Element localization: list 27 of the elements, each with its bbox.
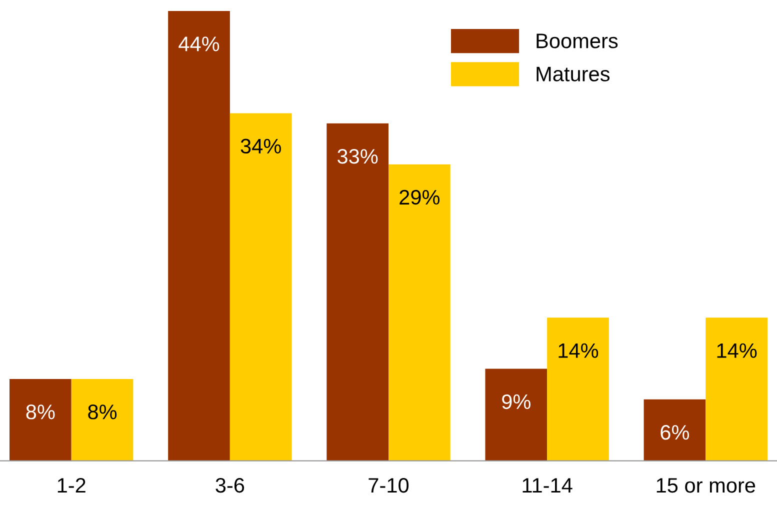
data-label: 6% bbox=[660, 425, 690, 440]
data-label: 33% bbox=[338, 149, 378, 164]
bar bbox=[706, 318, 768, 461]
bar bbox=[230, 113, 292, 461]
bar bbox=[71, 378, 134, 461]
x-tick-label: 7-10 bbox=[368, 478, 409, 493]
data-label: 14% bbox=[717, 343, 757, 358]
data-label: 8% bbox=[26, 404, 55, 420]
data-label: 14% bbox=[558, 343, 598, 358]
x-tick-label: 11-14 bbox=[522, 478, 572, 493]
data-label: 44% bbox=[178, 36, 220, 52]
data-label: 34% bbox=[240, 138, 281, 154]
bar bbox=[644, 399, 706, 461]
data-label: 8% bbox=[88, 404, 117, 420]
data-label: 9% bbox=[502, 394, 530, 410]
x-tick-label: 1-2 bbox=[58, 478, 86, 493]
legend-label: Boomers bbox=[536, 34, 618, 48]
x-tick-label: 15 or more bbox=[656, 478, 756, 493]
bar bbox=[388, 164, 450, 461]
bar bbox=[168, 10, 230, 461]
bar bbox=[10, 378, 72, 461]
legend-label: Matures bbox=[536, 66, 610, 82]
bar bbox=[485, 368, 548, 461]
bar bbox=[326, 123, 388, 461]
data-label: 29% bbox=[400, 190, 440, 205]
x-tick-label: 3-6 bbox=[216, 478, 244, 493]
bar bbox=[547, 318, 609, 461]
